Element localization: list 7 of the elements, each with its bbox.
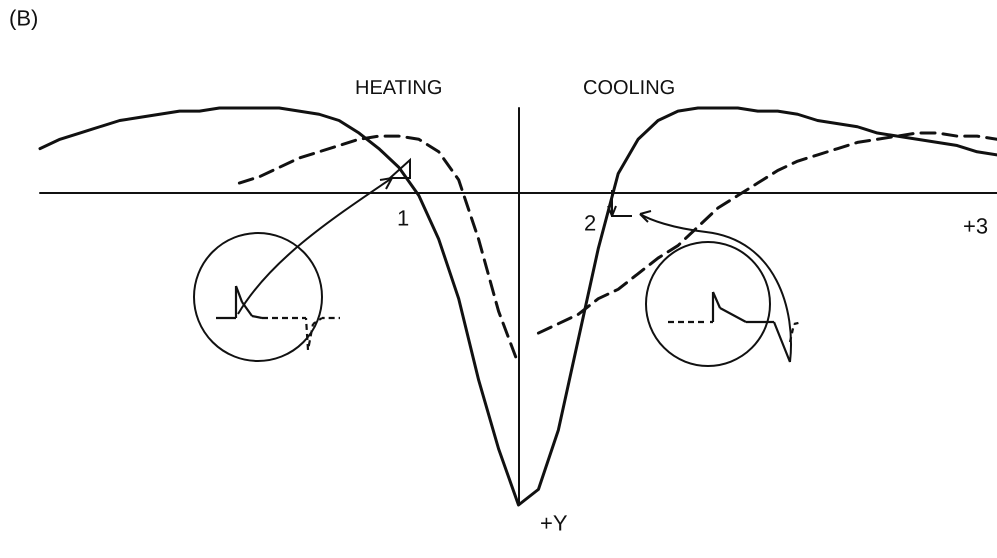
annotation: 1: [397, 206, 410, 230]
text: +Y: [540, 510, 568, 536]
annotation: 2: [584, 210, 596, 236]
text: COOLING: [583, 77, 676, 99]
chart-title: (B): [9, 6, 38, 30]
text: HEATING: [355, 77, 442, 99]
annotation: +3: [963, 214, 988, 238]
